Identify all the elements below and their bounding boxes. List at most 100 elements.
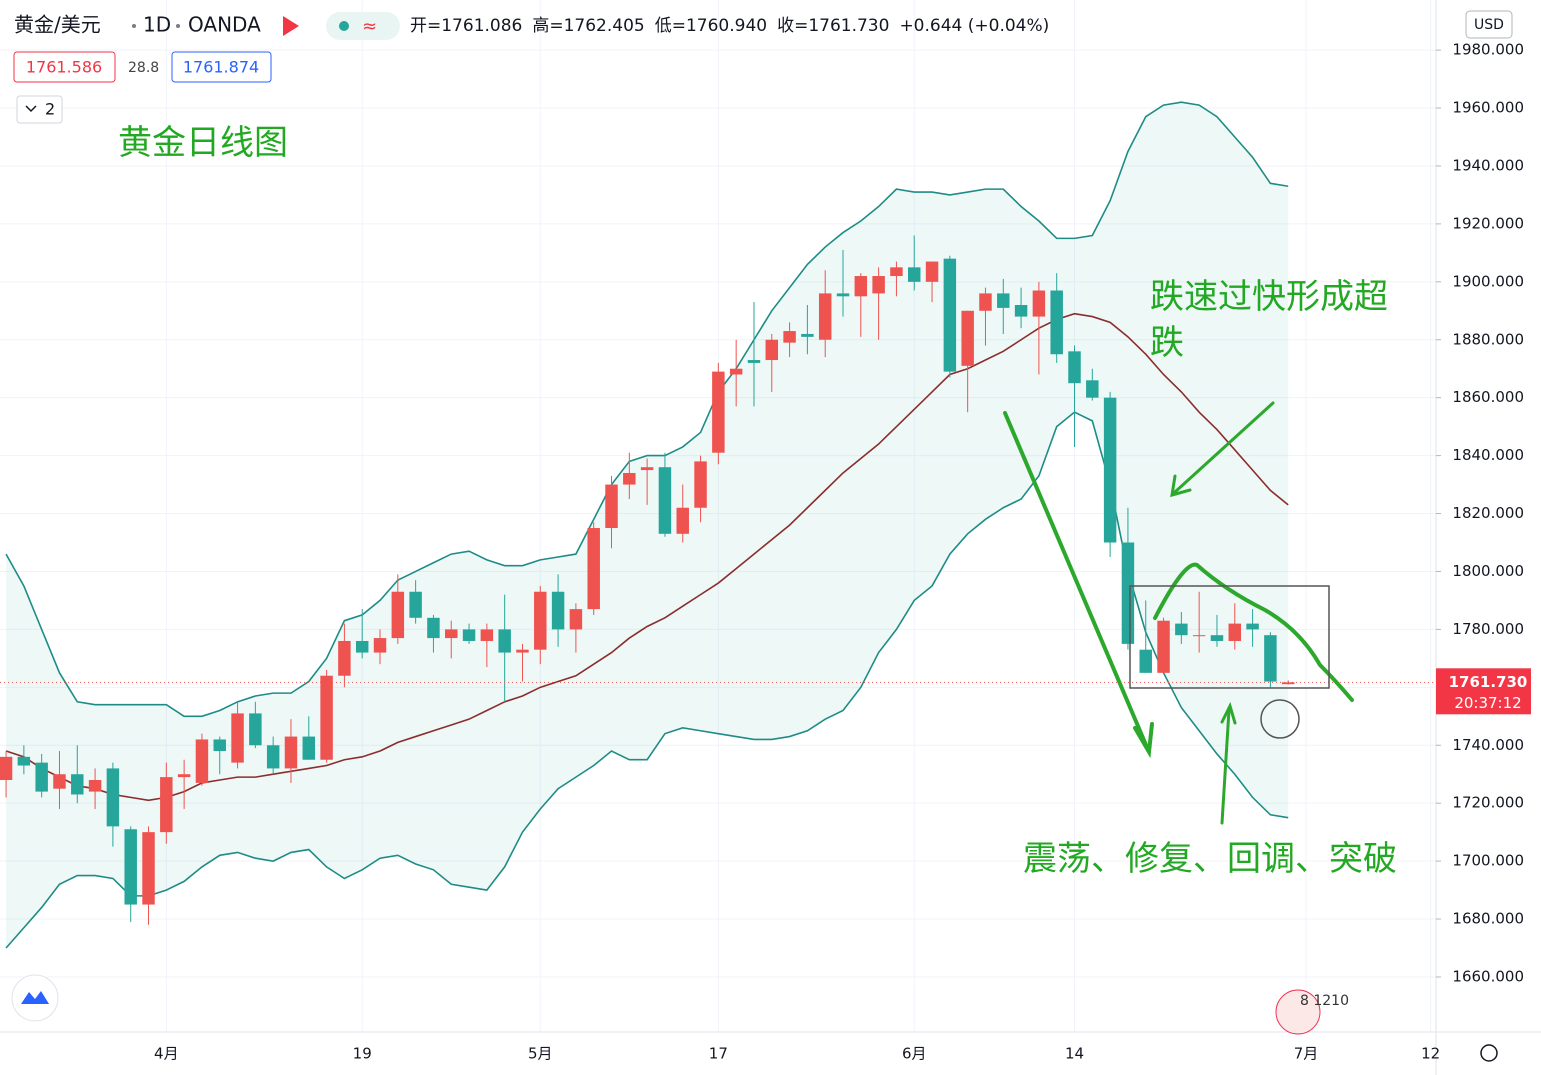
x-tick-label: 4月 (154, 1045, 179, 1063)
candle-body (676, 507, 689, 534)
y-tick-label: 1840.000 (1452, 446, 1524, 464)
candle-body (1281, 682, 1295, 685)
candle-body (1014, 304, 1028, 317)
y-tick-label: 1920.000 (1452, 214, 1524, 232)
ask: 1761.874 (183, 58, 259, 77)
candle-body (818, 293, 832, 340)
arrow (1003, 411, 1148, 747)
candle-body (836, 293, 850, 297)
band-line (5, 101, 1289, 718)
candle-body (1032, 290, 1046, 317)
candle-body (53, 774, 66, 789)
candle-body (534, 591, 547, 650)
grid (0, 0, 1436, 1032)
bid: 1761.586 (26, 58, 102, 77)
candle-body (961, 310, 974, 366)
candle-body (1103, 397, 1117, 543)
logo[interactable] (11, 974, 59, 1022)
candle-body (747, 360, 761, 363)
candle-body (729, 368, 743, 375)
candle-body (498, 629, 511, 653)
arrow (1173, 401, 1275, 494)
candle-body (213, 739, 226, 752)
candle-body (908, 267, 921, 282)
indicator-count: 2 (45, 100, 55, 119)
candle-body (925, 261, 939, 282)
candle-body (801, 333, 814, 337)
status-icon: ≈ (362, 16, 377, 37)
candle-body (1228, 623, 1242, 641)
y-tick-label: 1960.000 (1452, 99, 1524, 117)
candle-body (623, 472, 636, 485)
candle-body (373, 638, 387, 653)
candle-body (17, 756, 31, 766)
bid-box[interactable] (13, 51, 116, 83)
candle-body (302, 736, 316, 760)
candle-body (106, 768, 120, 827)
candle-body (427, 617, 440, 639)
candle-body (943, 258, 957, 372)
y-tick-label: 1980.000 (1452, 41, 1524, 59)
ohlc-value: 低=1760.940 (655, 16, 767, 36)
band-line (5, 312, 1289, 802)
x-tick-label: 14 (1065, 1045, 1084, 1063)
arrow-head (1220, 701, 1237, 725)
badge-text: 8 1210 (1300, 993, 1349, 1009)
ask-box[interactable] (171, 51, 272, 83)
candle-body (712, 371, 725, 453)
candle-body (551, 591, 565, 630)
candle-body (1086, 380, 1099, 398)
y-tick-label: 1800.000 (1452, 562, 1524, 580)
candle-body (1246, 623, 1259, 630)
y-tick-label: 1700.000 (1452, 852, 1524, 870)
x-tick-label: 12 (1421, 1045, 1440, 1063)
candle-body (1050, 290, 1063, 355)
status-pill[interactable] (326, 12, 400, 40)
candle-body (587, 528, 600, 610)
annotation: 跌速过快形成超跌 (1150, 277, 1388, 363)
drawings (1003, 401, 1354, 825)
y-tick-label: 1860.000 (1452, 388, 1524, 406)
candle-body (997, 293, 1010, 308)
flag-icon[interactable] (283, 16, 299, 36)
indicator-toggle[interactable] (16, 95, 63, 124)
candle-body (1264, 635, 1277, 682)
x-tick-label: 7月 (1294, 1045, 1319, 1063)
ohlc-value: 收=1761.730 (777, 16, 889, 36)
candle-body (658, 467, 672, 534)
candle-body (71, 774, 84, 795)
exchange: OANDA (188, 13, 261, 37)
ohlc-value: 高=1762.405 (532, 16, 644, 36)
candle-body (1175, 623, 1188, 636)
arrow-head (1133, 722, 1154, 759)
candle-body (979, 293, 992, 311)
arrow-head (1170, 474, 1192, 498)
candle-body (177, 774, 191, 778)
spread: 28.8 (128, 60, 159, 76)
interval: 1D (143, 13, 171, 37)
candle-body (338, 640, 351, 676)
flag-badge (1275, 989, 1321, 1035)
y-tick-label: 1720.000 (1452, 794, 1524, 812)
settings-icon[interactable] (1480, 1044, 1498, 1062)
x-tick-label: 5月 (528, 1045, 553, 1063)
y-tick-label: 1660.000 (1452, 967, 1524, 985)
candle-body (1121, 542, 1135, 644)
arrow (1220, 708, 1231, 825)
candle-body (605, 484, 618, 529)
change: +0.644 (+0.04%) (899, 16, 1049, 36)
candle-body (694, 461, 707, 508)
currency-box[interactable] (1465, 10, 1513, 39)
candle-body (142, 832, 155, 905)
candle-body (409, 591, 422, 618)
y-tick-label: 1900.000 (1452, 272, 1524, 290)
plot (0, 101, 1436, 949)
candle-body (1139, 649, 1152, 673)
candle-body (355, 640, 369, 653)
candle-body (320, 675, 333, 760)
circle-mark (1260, 699, 1300, 739)
y-tick-label: 1780.000 (1452, 620, 1524, 638)
last-price-box (1436, 668, 1531, 715)
